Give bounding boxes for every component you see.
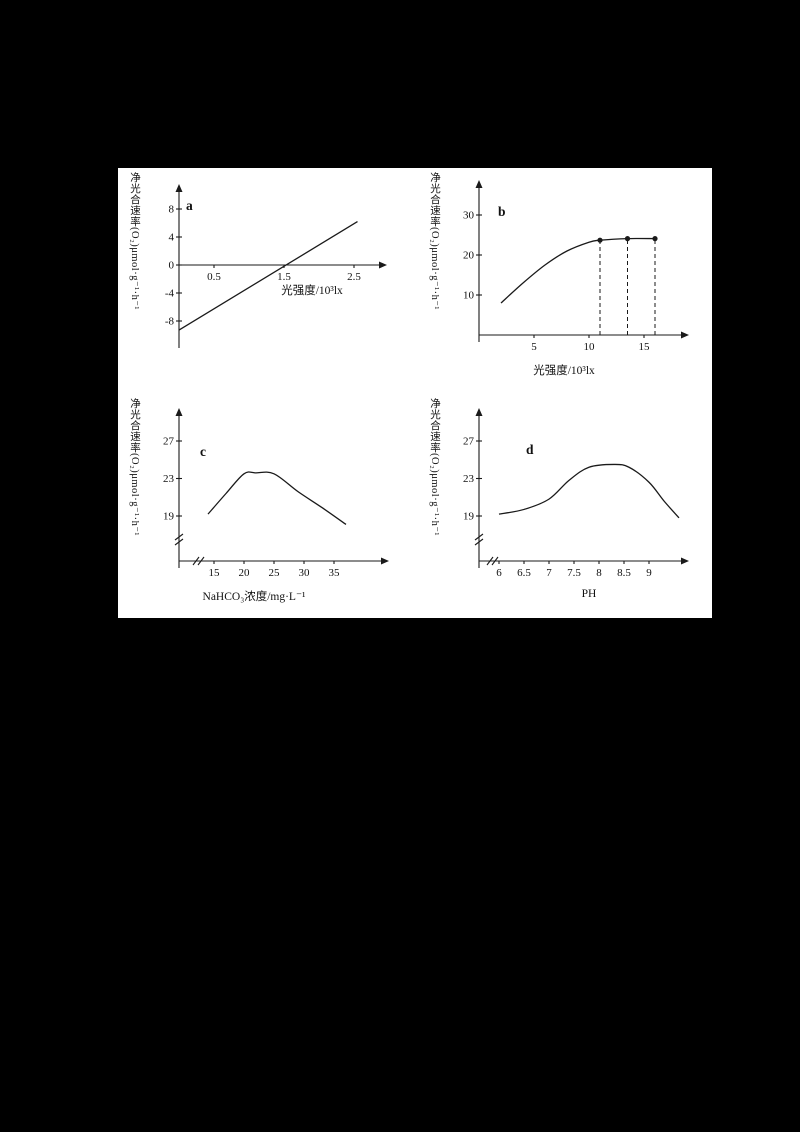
chart-d: 净光合速率(O₂)μmol·g⁻¹·h⁻¹ 6 6.5 7 7.5 8 8.5 9 19 23 2… (424, 396, 716, 621)
data-curve (498, 463, 680, 519)
chart-b-y-axis-label: 净光合速率(O₂)μmol·g⁻¹·h⁻¹ (429, 172, 440, 311)
x-tick-label: 20 (239, 567, 251, 579)
x-tick-label: 10 (584, 341, 596, 353)
x-axis-arrow (381, 557, 389, 565)
x-tick-label: 7 (546, 567, 552, 579)
chart-d-plot: 6 6.5 7 7.5 8 8.5 9 19 23 27 (463, 408, 689, 579)
chart-a-y-axis-label: 净光合速率(O₂)μmol·g⁻¹·h⁻¹ (129, 172, 140, 311)
chart-b-panel-letter: b (498, 204, 506, 219)
x-tick-label: 1.5 (277, 271, 291, 283)
x-tick-label: 0.5 (207, 271, 221, 283)
data-curve (178, 221, 358, 331)
chart-a-plot: 0.5 1.5 2.5 8 4 0 -4 -8 (165, 184, 387, 348)
x-axis-arrow (379, 261, 387, 269)
x-tick-label: 6.5 (517, 567, 531, 579)
x-axis-arrow (681, 331, 689, 339)
x-tick-label: 7.5 (567, 567, 581, 579)
y-tick-label: 30 (463, 210, 475, 222)
y-tick-label: 19 (463, 511, 475, 523)
data-point-marker (597, 237, 603, 243)
chart-d-panel-letter: d (526, 442, 534, 457)
chart-b: 净光合速率(O₂)μmol·g⁻¹·h⁻¹ 5 10 15 10 20 30 光强度/10… (424, 170, 716, 395)
x-tick-label: 30 (299, 567, 311, 579)
chart-c-panel-letter: c (200, 444, 206, 459)
y-axis-arrow (475, 180, 483, 188)
x-axis-break (486, 556, 494, 566)
y-axis-arrow (475, 408, 483, 416)
x-tick-label: 2.5 (347, 271, 361, 283)
y-axis-arrow (175, 408, 183, 416)
y-axis-arrow (175, 184, 183, 192)
data-point-marker (624, 236, 631, 242)
y-tick-label: 10 (463, 290, 475, 302)
y-tick-label: -4 (165, 288, 175, 300)
x-tick-label: 6 (496, 567, 502, 579)
x-axis-break (491, 556, 499, 566)
y-tick-label: 23 (163, 473, 175, 485)
y-tick-label: 23 (463, 473, 475, 485)
data-point-marker (652, 236, 658, 242)
chart-b-x-axis-label: 光强度/10³lx (533, 365, 595, 377)
x-tick-label: 5 (531, 341, 537, 353)
x-tick-label: 35 (329, 567, 341, 579)
chart-a-x-axis-label: 光强度/10³lx (281, 285, 343, 297)
y-axis-break (174, 538, 184, 546)
x-tick-label: 8.5 (617, 567, 631, 579)
chart-b-plot: 5 10 15 10 20 30 (463, 180, 689, 353)
chart-a: 净光合速率(O₂)μmol·g⁻¹·h⁻¹ 0.5 1.5 2.5 8 4 0 -4 -8 光… (124, 170, 416, 395)
chart-c: 净光合速率(O₂)μmol·g⁻¹·h⁻¹ 15 20 25 30 35 19 23 27 N… (124, 396, 416, 621)
x-tick-label: 8 (596, 567, 602, 579)
data-curve (500, 237, 656, 304)
x-axis-break (197, 556, 205, 566)
chart-c-x-axis-label: NaHCO₃浓度/mg·L⁻¹ (202, 591, 306, 603)
x-axis-arrow (681, 557, 689, 565)
y-tick-label: 4 (169, 232, 175, 244)
y-tick-label: 27 (463, 436, 475, 448)
y-tick-label: 0 (169, 260, 175, 272)
chart-d-x-axis-label: PH (581, 588, 597, 600)
figure-panel: 净光合速率(O₂)μmol·g⁻¹·h⁻¹ 0.5 1.5 2.5 8 4 0 -4 -8 光… (118, 168, 712, 618)
y-axis-break (174, 533, 184, 541)
x-tick-label: 15 (639, 341, 651, 353)
y-tick-label: -8 (165, 316, 175, 328)
y-axis-break (474, 533, 484, 541)
x-axis-break (192, 556, 200, 566)
data-curve (207, 471, 347, 525)
y-tick-label: 27 (163, 436, 175, 448)
chart-c-y-axis-label: 净光合速率(O₂)μmol·g⁻¹·h⁻¹ (129, 398, 140, 537)
y-tick-label: 8 (169, 204, 175, 216)
x-tick-label: 15 (209, 567, 221, 579)
chart-d-y-axis-label: 净光合速率(O₂)μmol·g⁻¹·h⁻¹ (429, 398, 440, 537)
chart-a-panel-letter: a (186, 198, 193, 213)
y-axis-break (474, 538, 484, 546)
y-tick-label: 20 (463, 250, 475, 262)
x-tick-label: 25 (269, 567, 281, 579)
chart-c-plot: 15 20 25 30 35 19 23 27 (163, 408, 389, 579)
x-tick-label: 9 (646, 567, 652, 579)
y-tick-label: 19 (163, 511, 175, 523)
